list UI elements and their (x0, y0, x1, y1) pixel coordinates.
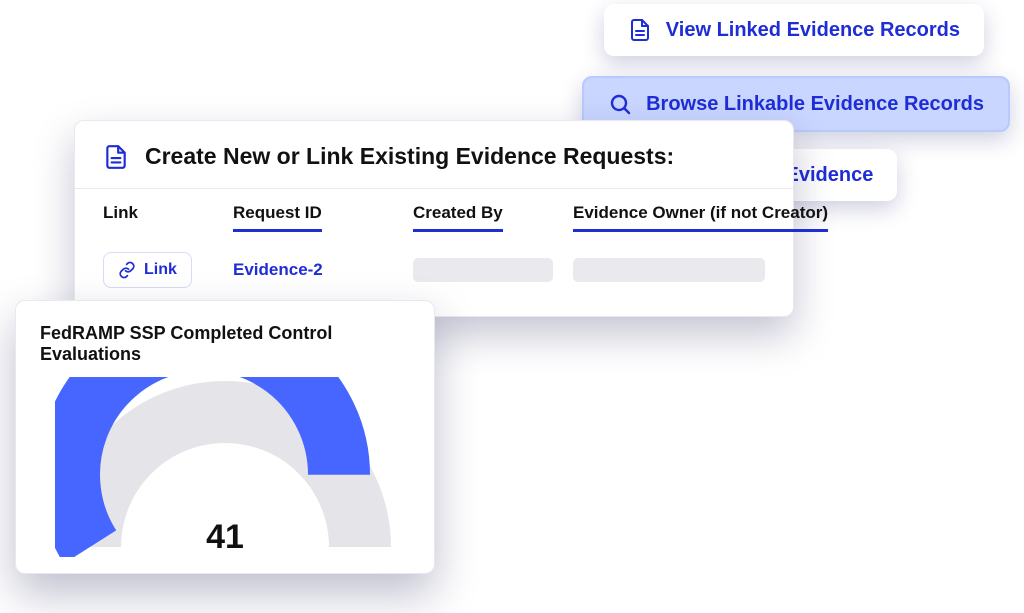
view-linked-evidence-label: View Linked Evidence Records (666, 19, 960, 42)
col-owner[interactable]: Evidence Owner (if not Creator) (573, 203, 828, 232)
gauge-value: 41 (40, 518, 410, 557)
view-linked-evidence-button[interactable]: View Linked Evidence Records (604, 4, 984, 56)
card-title: Create New or Link Existing Evidence Req… (145, 143, 674, 170)
col-created-by[interactable]: Created By (413, 203, 503, 232)
document-icon (628, 18, 652, 42)
col-link: Link (103, 203, 213, 232)
request-id-value[interactable]: Evidence-2 (233, 260, 393, 280)
link-icon (118, 261, 136, 279)
col-request-id[interactable]: Request ID (233, 203, 322, 232)
card-header: Create New or Link Existing Evidence Req… (75, 121, 793, 188)
browse-linkable-evidence-label: Browse Linkable Evidence Records (646, 93, 984, 116)
gauge-card: FedRAMP SSP Completed Control Evaluation… (15, 300, 435, 574)
table-header: Link Request ID Created By Evidence Owne… (75, 189, 793, 238)
link-button[interactable]: Link (103, 252, 192, 288)
evidence-requests-card: Create New or Link Existing Evidence Req… (74, 120, 794, 317)
created-by-input[interactable] (413, 258, 553, 282)
gauge-chart: 41 (40, 377, 410, 557)
gauge-title: FedRAMP SSP Completed Control Evaluation… (40, 323, 410, 365)
document-icon (103, 144, 129, 170)
search-icon (608, 92, 632, 116)
link-button-label: Link (144, 261, 177, 279)
evidence-owner-input[interactable] (573, 258, 765, 282)
